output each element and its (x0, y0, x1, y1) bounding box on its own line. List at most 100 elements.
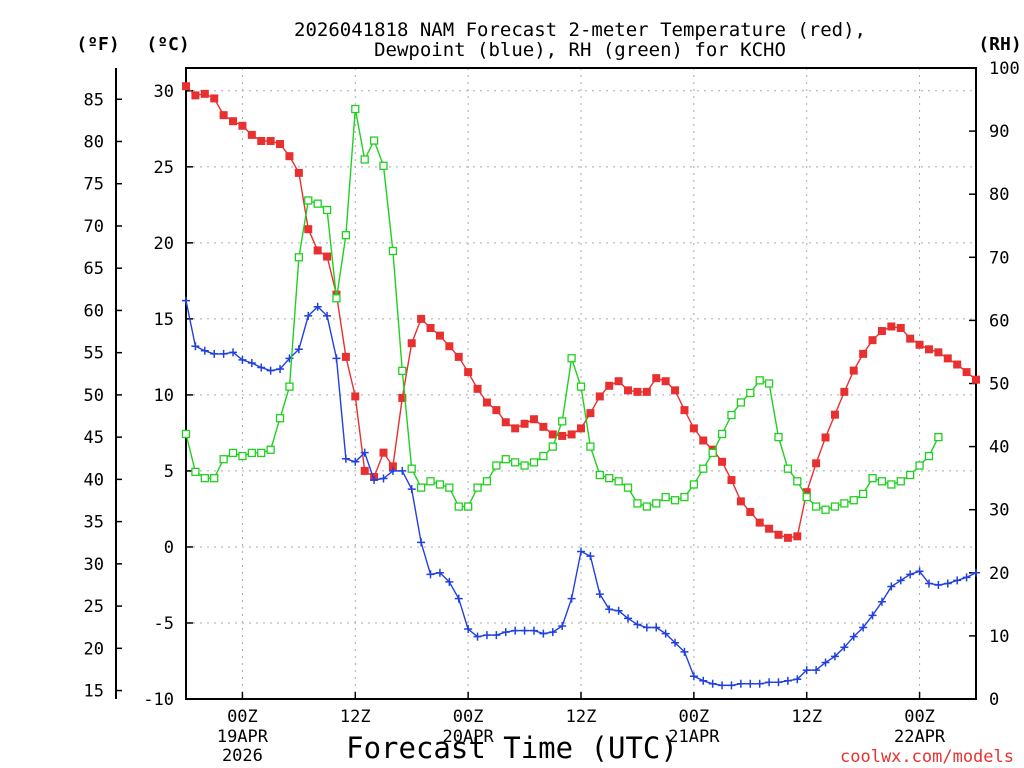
rh-point (840, 499, 849, 508)
dewpoint-point (614, 606, 623, 615)
rh-point (191, 467, 200, 476)
dewpoint-point (727, 681, 736, 690)
dewpoint-point (661, 629, 670, 638)
rh-point (793, 477, 802, 486)
temperature-point (840, 387, 849, 396)
celsius-tick-label: 10 (154, 386, 174, 406)
dewpoint-point (229, 348, 238, 357)
temperature-point (765, 524, 774, 533)
rh-point (454, 502, 463, 511)
dewpoint-point (567, 594, 576, 603)
rh-point (868, 473, 877, 483)
dewpoint-point (351, 457, 360, 466)
dewpoint-point (445, 577, 454, 586)
fahrenheit-tick-label: 80 (84, 132, 104, 152)
temperature-point (473, 384, 482, 393)
time-tick-date: 20APR (443, 727, 495, 747)
fahrenheit-tick-label: 70 (84, 217, 104, 237)
temperature-point (276, 140, 285, 149)
temperature-point (868, 336, 877, 345)
temperature-point (962, 368, 971, 377)
temperature-point (247, 130, 256, 139)
temperature-point (435, 331, 444, 340)
rh-tick-label: 30 (989, 501, 1009, 521)
temperature-point (718, 457, 727, 466)
rh-point (924, 451, 934, 461)
dewpoint-point (247, 358, 256, 367)
dewpoint-point (548, 628, 557, 637)
temperature-point (699, 436, 708, 445)
dewpoint-point (539, 629, 548, 638)
celsius-tick-label: 15 (154, 310, 174, 330)
rh-point (266, 445, 275, 454)
temperature-point (943, 354, 952, 363)
temperature-point (793, 532, 802, 541)
dewpoint-point (435, 568, 444, 577)
temperature-point (294, 168, 303, 177)
rh-point (407, 464, 416, 473)
unit-label-celsius: (ºC) (146, 34, 189, 55)
dewpoint-point (793, 675, 802, 684)
time-tick-label: 12Z (791, 707, 822, 727)
temperature-point (849, 366, 858, 375)
temperature-point (577, 424, 585, 433)
temperature-point (464, 368, 473, 377)
rh-point (605, 473, 614, 483)
rh-point (520, 461, 529, 470)
unit-label-rh: (RH) (978, 34, 1021, 55)
temperature-point (689, 424, 698, 433)
fahrenheit-tick-label: 30 (84, 555, 104, 575)
rh-point (247, 448, 256, 458)
temperature-point (671, 386, 680, 395)
dewpoint-point (624, 614, 633, 623)
dewpoint-point (830, 652, 839, 661)
chart-title-line2: Dewpoint (blue), RH (green) for KCHO (374, 39, 786, 61)
dewpoint-point (671, 638, 680, 647)
dewpoint-point (972, 568, 980, 577)
temperature-point (595, 392, 604, 401)
fahrenheit-tick-label: 25 (84, 597, 104, 617)
temperature-point (379, 448, 388, 457)
temperature-point (388, 462, 397, 471)
temperature-point (210, 94, 219, 103)
dewpoint-line (185, 300, 977, 686)
x-axis-title: Forecast Time (UTC) (346, 731, 678, 765)
rh-point (492, 461, 501, 470)
fahrenheit-tick-label: 40 (84, 470, 104, 490)
dewpoint-point (595, 590, 604, 599)
rh-tick-label: 100 (989, 59, 1020, 79)
temperature-point (558, 431, 567, 440)
temperature-point (520, 419, 529, 428)
temperature-point (511, 424, 520, 433)
temperature-point (426, 324, 435, 333)
temperature-point (482, 398, 491, 407)
dewpoint-point (943, 579, 952, 588)
dewpoint-point (304, 311, 313, 320)
rh-tick-label: 90 (989, 122, 1009, 142)
dewpoint-point (529, 626, 538, 635)
temperature-point (877, 327, 886, 336)
rh-point (717, 429, 727, 439)
rh-tick-label: 10 (989, 627, 1009, 647)
rh-point (238, 451, 247, 461)
dewpoint-point (360, 448, 369, 457)
temperature-point (304, 225, 313, 234)
temperature-point (341, 352, 350, 361)
temperature-point (398, 393, 407, 402)
temperature-point (417, 314, 426, 323)
dewpoint-point (294, 345, 303, 354)
dewpoint-point (257, 363, 266, 372)
rh-point (642, 502, 651, 511)
rh-point (219, 455, 228, 464)
rh-point (670, 496, 680, 505)
dewpoint-point (417, 538, 426, 547)
temperature-point (896, 324, 905, 333)
time-tick-label: 00Z (453, 707, 484, 727)
rh-point (341, 231, 351, 240)
temperature-point (774, 530, 783, 539)
rh-point (755, 376, 764, 385)
temperature-point (746, 507, 755, 516)
rh-point (558, 417, 567, 426)
rh-point (379, 161, 388, 170)
